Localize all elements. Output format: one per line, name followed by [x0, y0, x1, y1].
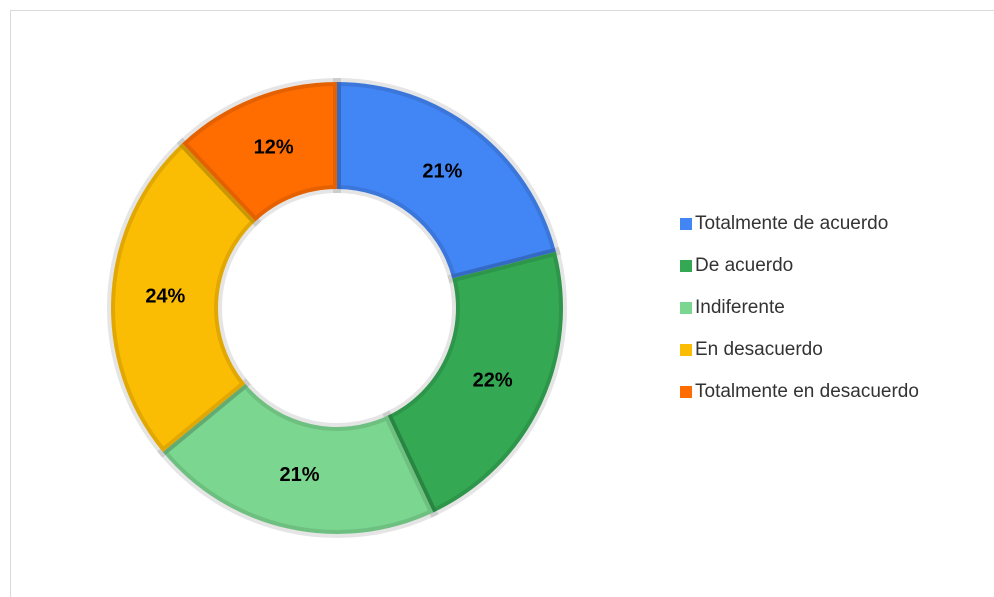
- data-label: 24%: [145, 285, 185, 307]
- donut-slice: [333, 77, 561, 284]
- legend-label: En desacuerdo: [695, 339, 823, 360]
- data-label: 12%: [254, 136, 294, 158]
- donut-slice: [176, 77, 341, 227]
- legend-swatch: [680, 386, 692, 398]
- legend-label: Totalmente en desacuerdo: [695, 381, 919, 402]
- legend-label: Indiferente: [695, 297, 785, 318]
- legend-label: De acuerdo: [695, 255, 793, 276]
- data-label: 21%: [422, 160, 462, 182]
- donut-slice: [382, 246, 567, 518]
- legend-label: Totalmente de acuerdo: [695, 213, 888, 234]
- donut-slice: [157, 378, 439, 538]
- data-label: 21%: [279, 464, 319, 486]
- donut-slice: [107, 137, 262, 458]
- legend-swatch: [680, 218, 692, 230]
- data-label: 22%: [473, 370, 513, 392]
- legend-swatch: [680, 260, 692, 272]
- legend-swatch: [680, 302, 692, 314]
- legend-swatch: [680, 344, 692, 356]
